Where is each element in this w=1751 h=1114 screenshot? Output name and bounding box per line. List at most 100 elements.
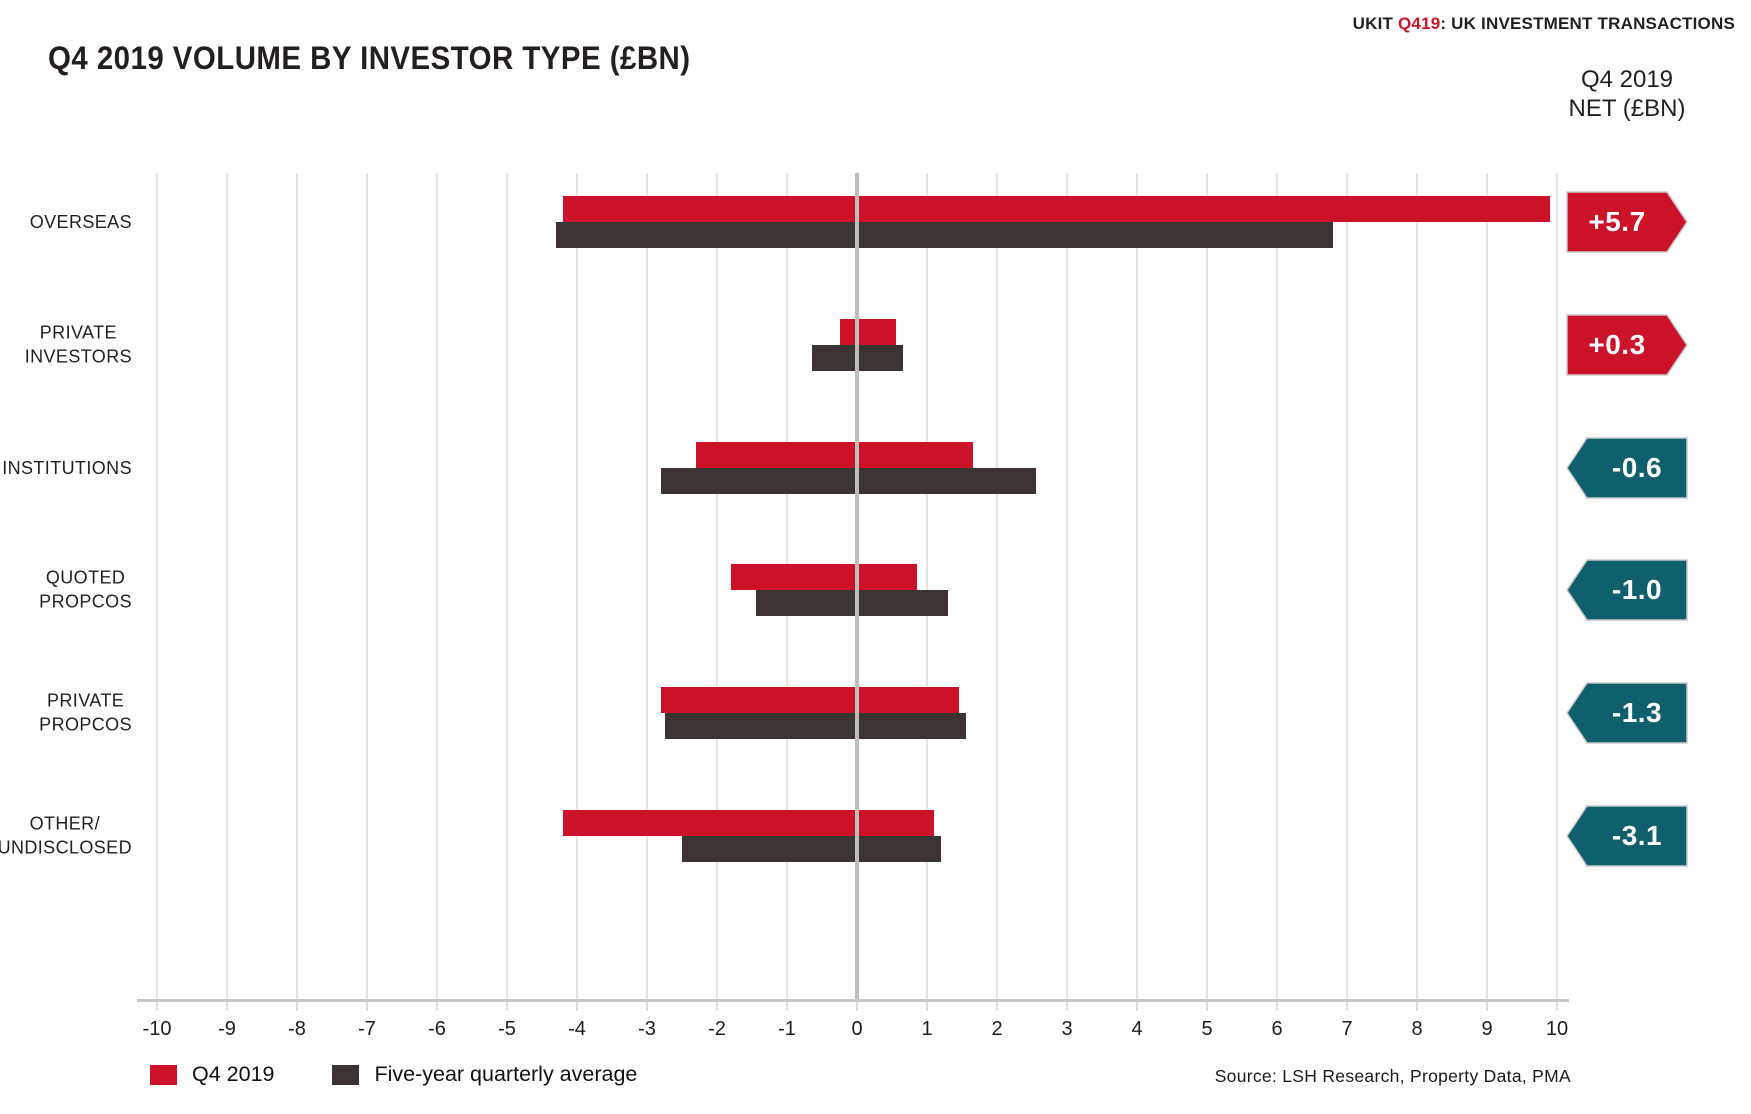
axis-tick [716,999,718,1011]
grid-line [1416,173,1418,999]
grid-line [436,173,438,999]
axis-tick [576,999,578,1011]
bar-five-year-average [755,590,948,616]
axis-tick-label: 2 [991,1018,1003,1040]
axis-tick [1416,999,1418,1011]
axis-tick-label: 5 [1201,1018,1213,1040]
axis-tick [1556,999,1558,1011]
axis-tick [646,999,648,1011]
bar-q4-2019 [696,442,973,468]
grid-line [156,173,158,999]
axis-tick-label: 0 [851,1018,863,1040]
axis-tick [226,999,228,1011]
axis-tick-label: -10 [142,1018,172,1040]
axis-tick-label: -4 [568,1018,586,1040]
net-badge-value: -1.3 [1611,697,1663,728]
axis-tick [856,999,858,1011]
legend-item-q4: Q4 2019 [150,1062,274,1087]
bar-q4-2019 [563,810,934,836]
bar-five-year-average [556,222,1333,248]
legend: Q4 2019 Five-year quarterly average [150,1062,695,1087]
page-title: Q4 2019 VOLUME BY INVESTOR TYPE (£BN) [48,40,691,76]
grid-line [1486,173,1488,999]
axis-tick-label: 7 [1341,1018,1353,1040]
category-label: INSTITUTIONS [2,457,132,478]
axis-tick-label: -7 [358,1018,376,1040]
net-badge-value: +5.7 [1588,206,1646,237]
grid-line [1066,173,1068,999]
axis-tick [156,999,158,1011]
net-header-line1: Q4 2019 [1580,66,1674,93]
axis-tick [506,999,508,1011]
legend-label: Five-year quarterly average [374,1062,638,1086]
grid-line [1556,173,1558,999]
legend-swatch-dark [332,1064,360,1085]
bar-q4-2019 [563,196,1550,222]
net-badge: +5.7 [1566,191,1688,253]
axis-tick-label: -8 [288,1018,306,1040]
axis-tick-label: 4 [1131,1018,1143,1040]
net-badge: -1.0 [1566,559,1688,621]
zero-line [855,173,859,999]
grid-line [1346,173,1348,999]
legend-swatch-red [150,1064,177,1085]
net-header-line2: NET (£BN) [1568,94,1686,122]
category-label: OVERSEAS [29,211,132,232]
net-column-header: Q4 2019 NET (£BN) [1477,66,1751,124]
grid-line [996,173,998,999]
bar-five-year-average [682,836,941,862]
plot-area: -10 -9 -8 -7 -6 -5 -4 -3 -2 -1 0 1 2 3 4 5 6 7 8 9 10 [137,173,1569,1040]
axis-tick [1206,999,1208,1011]
category-label: OTHER/UNDISCLOSED [0,813,132,858]
legend-item-average: Five-year quarterly average [332,1062,637,1087]
net-badge: -1.3 [1566,682,1688,744]
net-badge-value: -1.0 [1611,574,1663,605]
grid-line [226,173,228,999]
net-badge-value: -3.1 [1611,820,1663,851]
category-label: QUOTED PROPCOS [39,567,132,612]
axis-tick [926,999,928,1011]
grid-line [926,173,928,999]
axis-tick [1346,999,1348,1011]
axis-tick [996,999,998,1011]
legend-label: Q4 2019 [192,1062,275,1086]
axis-tick-label: 9 [1481,1018,1493,1040]
grid-line [1276,173,1278,999]
axis-tick [1066,999,1068,1011]
bar-q4-2019 [731,564,917,590]
axis-tick-label: -5 [498,1018,516,1040]
axis-tick-label: -1 [778,1018,796,1040]
kicker-suffix: : UK INVESTMENT TRANSACTIONS [1440,14,1735,33]
report-kicker: UKIT Q419: UK INVESTMENT TRANSACTIONS [1353,14,1735,34]
axis-tick [366,999,368,1011]
kicker-prefix: UKIT [1352,14,1398,33]
axis-tick-label: 1 [921,1018,933,1040]
axis-tick [786,999,788,1011]
grid-line [1206,173,1208,999]
x-axis-line [137,999,1569,1002]
axis-tick-label: -9 [218,1018,236,1040]
grid-line [646,173,648,999]
kicker-code: Q419 [1398,14,1441,33]
axis-tick-label: -3 [638,1018,656,1040]
axis-tick-label: 10 [1545,1018,1569,1040]
bar-q4-2019 [661,687,959,713]
bar-five-year-average [661,468,1036,494]
grid-line [366,173,368,999]
axis-tick-label: -6 [428,1018,446,1040]
axis-tick [1486,999,1488,1011]
bar-five-year-average [664,713,966,739]
net-badge-value: -0.6 [1611,452,1663,483]
axis-tick-label: -2 [708,1018,726,1040]
axis-tick [436,999,438,1011]
axis-tick [1276,999,1278,1011]
category-label: PRIVATE PROPCOS [39,690,132,735]
net-badge-value: +0.3 [1588,329,1646,360]
category-label: PRIVATE INVESTORS [24,322,132,367]
grid-line [1136,173,1138,999]
axis-tick [1136,999,1138,1011]
source-note: Source: LSH Research, Property Data, PMA [1214,1066,1571,1086]
grid-line [716,173,718,999]
axis-tick [296,999,298,1011]
